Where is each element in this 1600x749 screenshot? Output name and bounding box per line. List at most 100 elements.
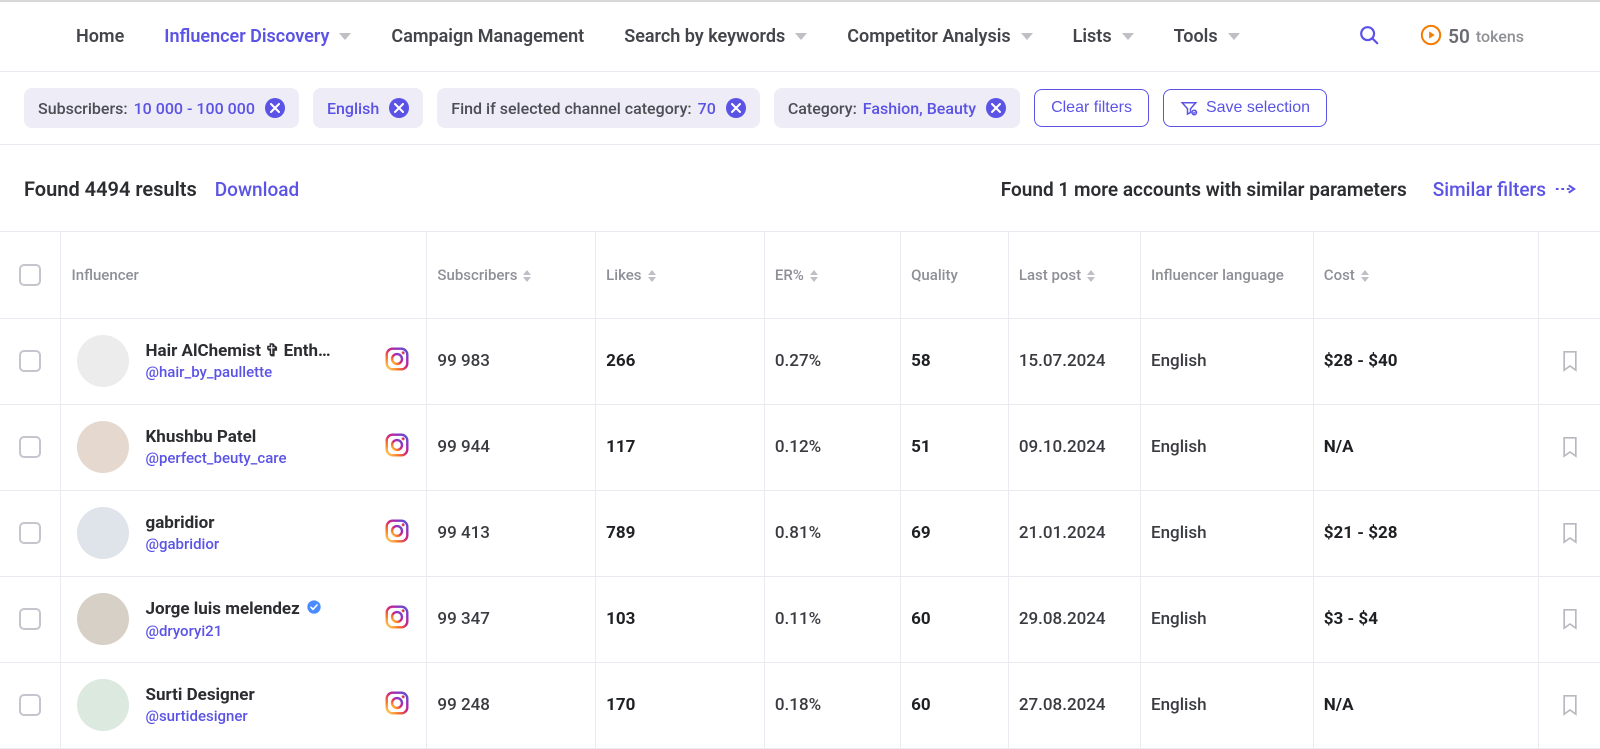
instagram-icon[interactable] bbox=[384, 604, 410, 634]
row-checkbox[interactable] bbox=[19, 694, 41, 716]
instagram-icon[interactable] bbox=[384, 432, 410, 462]
instagram-icon[interactable] bbox=[384, 690, 410, 720]
clear-filters-button[interactable]: Clear filters bbox=[1034, 89, 1149, 127]
download-link[interactable]: Download bbox=[215, 178, 299, 201]
sort-icon[interactable] bbox=[1087, 270, 1095, 282]
filter-chip-label: Find if selected channel category: bbox=[451, 99, 691, 118]
remove-filter-icon[interactable] bbox=[986, 98, 1006, 118]
sort-icon[interactable] bbox=[810, 270, 818, 282]
col-cost[interactable]: Cost bbox=[1324, 266, 1355, 284]
cell-subscribers: 99 413 bbox=[427, 490, 596, 576]
col-language[interactable]: Influencer language bbox=[1151, 266, 1284, 284]
cell-er: 0.12% bbox=[764, 404, 900, 490]
nav-item-label: Competitor Analysis bbox=[847, 26, 1010, 47]
col-quality[interactable]: Quality bbox=[911, 266, 958, 284]
influencer-handle[interactable]: @dryoryi21 bbox=[145, 622, 321, 640]
filter-chip-label: Subscribers: bbox=[38, 99, 128, 118]
filter-chip: English bbox=[313, 88, 423, 128]
cell-language: English bbox=[1140, 576, 1313, 662]
avatar bbox=[77, 679, 129, 731]
bookmark-icon[interactable] bbox=[1549, 693, 1590, 717]
similar-filters-label: Similar filters bbox=[1433, 178, 1546, 201]
remove-filter-icon[interactable] bbox=[389, 98, 409, 118]
tokens-count: 50 bbox=[1448, 25, 1470, 48]
nav-item-tools[interactable]: Tools bbox=[1174, 26, 1240, 47]
filter-chip-value: English bbox=[327, 99, 379, 118]
cell-quality: 69 bbox=[901, 490, 1009, 576]
nav-item-search-by-keywords[interactable]: Search by keywords bbox=[624, 26, 807, 47]
influencer-handle[interactable]: @gabridior bbox=[145, 535, 219, 553]
funnel-icon bbox=[1180, 99, 1198, 117]
save-selection-button[interactable]: Save selection bbox=[1163, 89, 1327, 127]
sort-icon[interactable] bbox=[648, 270, 656, 282]
row-checkbox[interactable] bbox=[19, 522, 41, 544]
nav-item-campaign-management[interactable]: Campaign Management bbox=[391, 26, 584, 47]
token-icon bbox=[1420, 24, 1442, 50]
cell-er: 0.27% bbox=[764, 318, 900, 404]
chevron-down-icon bbox=[1021, 33, 1033, 40]
avatar bbox=[77, 593, 129, 645]
influencer-name-label: Surti Designer bbox=[145, 685, 254, 705]
col-likes[interactable]: Likes bbox=[606, 266, 641, 284]
results-summary-bar: Found 4494 results Download Found 1 more… bbox=[0, 145, 1600, 232]
nav-item-influencer-discovery[interactable]: Influencer Discovery bbox=[164, 26, 351, 47]
similar-filters-link[interactable]: Similar filters bbox=[1433, 178, 1576, 201]
influencer-table: Influencer Subscribers Likes ER% Quality… bbox=[0, 232, 1600, 749]
cell-cost: $21 - $28 bbox=[1313, 490, 1539, 576]
nav-item-label: Lists bbox=[1073, 26, 1112, 47]
table-row: Jorge luis melendez @dryoryi21 99 347103… bbox=[0, 576, 1600, 662]
chevron-down-icon bbox=[1228, 33, 1240, 40]
select-all-checkbox[interactable] bbox=[19, 264, 41, 286]
filter-chip: Subscribers:10 000 - 100 000 bbox=[24, 88, 299, 128]
table-row: Hair AlChemist ✞ Enth… @hair_by_paullette… bbox=[0, 318, 1600, 404]
cell-quality: 51 bbox=[901, 404, 1009, 490]
sort-icon[interactable] bbox=[523, 270, 531, 282]
influencer-name[interactable]: Surti Designer bbox=[145, 685, 254, 705]
col-influencer[interactable]: Influencer bbox=[71, 266, 138, 284]
bookmark-icon[interactable] bbox=[1549, 349, 1590, 373]
filter-chip: Category:Fashion, Beauty bbox=[774, 88, 1020, 128]
remove-filter-icon[interactable] bbox=[265, 98, 285, 118]
instagram-icon[interactable] bbox=[384, 346, 410, 376]
nav-item-lists[interactable]: Lists bbox=[1073, 26, 1134, 47]
nav-item-label: Influencer Discovery bbox=[164, 26, 329, 47]
cell-subscribers: 99 983 bbox=[427, 318, 596, 404]
cell-last-post: 15.07.2024 bbox=[1008, 318, 1140, 404]
search-icon[interactable] bbox=[1358, 24, 1380, 50]
bookmark-icon[interactable] bbox=[1549, 607, 1590, 631]
bookmark-icon[interactable] bbox=[1549, 521, 1590, 545]
chevron-down-icon bbox=[795, 33, 807, 40]
cell-last-post: 27.08.2024 bbox=[1008, 662, 1140, 748]
sort-icon[interactable] bbox=[1361, 270, 1369, 282]
nav-item-competitor-analysis[interactable]: Competitor Analysis bbox=[847, 26, 1032, 47]
cell-quality: 60 bbox=[901, 576, 1009, 662]
influencer-name[interactable]: Hair AlChemist ✞ Enth… bbox=[145, 341, 330, 361]
instagram-icon[interactable] bbox=[384, 518, 410, 548]
cell-subscribers: 99 347 bbox=[427, 576, 596, 662]
col-subscribers[interactable]: Subscribers bbox=[437, 266, 517, 284]
remove-filter-icon[interactable] bbox=[726, 98, 746, 118]
tokens-label: tokens bbox=[1476, 27, 1524, 46]
col-er[interactable]: ER% bbox=[775, 266, 804, 284]
influencer-name[interactable]: gabridior bbox=[145, 513, 219, 533]
influencer-handle[interactable]: @surtidesigner bbox=[145, 707, 254, 725]
row-checkbox[interactable] bbox=[19, 436, 41, 458]
avatar bbox=[77, 421, 129, 473]
filter-chip-value: 70 bbox=[698, 99, 716, 118]
cell-cost: N/A bbox=[1313, 662, 1539, 748]
influencer-name[interactable]: Jorge luis melendez bbox=[145, 599, 321, 620]
influencer-name[interactable]: Khushbu Patel bbox=[145, 427, 286, 447]
influencer-handle[interactable]: @hair_by_paullette bbox=[145, 363, 330, 381]
nav-item-label: Tools bbox=[1174, 26, 1218, 47]
chevron-down-icon bbox=[1122, 33, 1134, 40]
bookmark-icon[interactable] bbox=[1549, 435, 1590, 459]
cell-subscribers: 99 248 bbox=[427, 662, 596, 748]
row-checkbox[interactable] bbox=[19, 350, 41, 372]
influencer-handle[interactable]: @perfect_beuty_care bbox=[145, 449, 286, 467]
nav-item-home[interactable]: Home bbox=[76, 26, 124, 47]
col-last-post[interactable]: Last post bbox=[1019, 266, 1081, 284]
avatar bbox=[77, 507, 129, 559]
cell-quality: 60 bbox=[901, 662, 1009, 748]
cell-likes: 170 bbox=[596, 662, 765, 748]
row-checkbox[interactable] bbox=[19, 608, 41, 630]
